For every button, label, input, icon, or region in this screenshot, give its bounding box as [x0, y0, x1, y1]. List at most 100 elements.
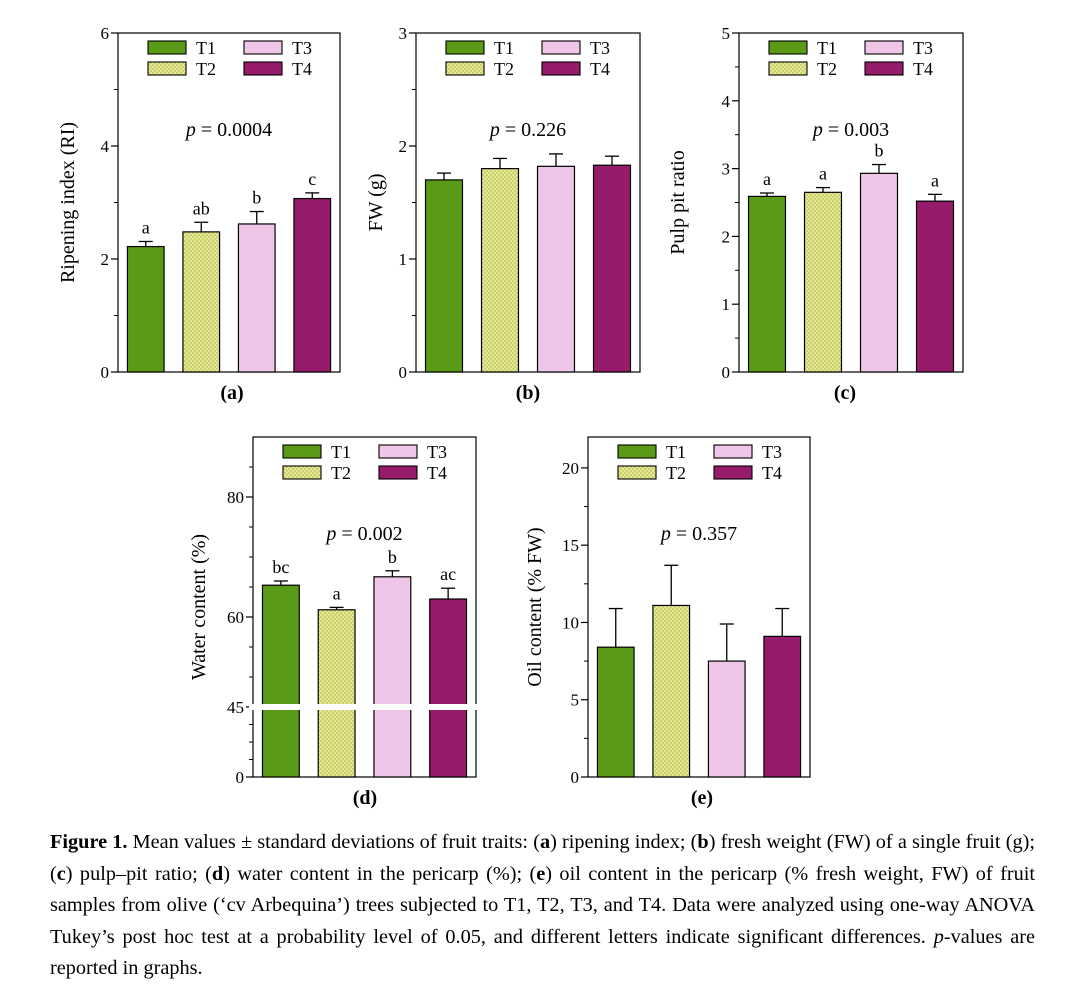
y-tick-label: 45 [227, 698, 244, 717]
bar-t1 [596, 646, 635, 778]
bar-t2 [317, 609, 356, 778]
chart-panel-a: 0 2 4 6 Ripening index (RI) a ab b c p = 0.0004 T1… [57, 24, 341, 404]
bar-t2 [803, 191, 843, 373]
figure-caption: Figure 1. Mean values ± standard deviati… [50, 827, 1035, 985]
bar-t2 [182, 231, 221, 373]
legend-swatch-t3 [541, 40, 581, 55]
legend-swatch-t1 [617, 444, 657, 459]
bar-t4 [763, 635, 802, 778]
p-value: p = 0.357 [659, 523, 737, 545]
caption-text: ) fresh weight (FW) of a single fruit (g… [50, 831, 1036, 885]
y-tick-label: 6 [101, 24, 110, 43]
legend-swatch-t4 [864, 61, 904, 76]
y-axis-label: Oil content (% FW) [524, 527, 546, 686]
y-axis-label: Ripening index (RI) [57, 122, 79, 283]
caption-panel-c: c [56, 862, 66, 885]
legend-label: T3 [292, 38, 312, 58]
legend-label: T3 [762, 442, 782, 462]
legend-swatch-t4 [541, 61, 581, 76]
bar-t4 [429, 598, 468, 778]
panel-label: (a) [220, 382, 243, 404]
p-symbol: p [184, 119, 201, 141]
bar-t4 [915, 200, 955, 373]
chart-panel-d: 0 45 60 80 Water content (%) bc a b ac p = 0.002 T… [188, 436, 480, 809]
bar-t2 [652, 604, 691, 778]
significance-letter: a [819, 164, 827, 184]
significance-letter: a [931, 170, 939, 190]
legend-label: T4 [292, 59, 312, 79]
bar-t1 [424, 179, 464, 373]
y-tick-label: 5 [571, 691, 580, 710]
significance-letter: a [333, 583, 341, 603]
y-tick-label: 0 [101, 363, 110, 382]
legend-label: T2 [196, 59, 216, 79]
y-tick-label: 2 [722, 227, 731, 246]
p-value: p = 0.226 [488, 119, 566, 141]
bar-t3 [373, 576, 412, 778]
legend-label: T2 [817, 59, 837, 79]
y-tick-label: 20 [562, 459, 579, 478]
caption-label: Figure 1. [50, 831, 128, 853]
legend-label: T3 [913, 38, 933, 58]
chart-panel-c: 0 1 2 3 4 5 Pulp pit ratio a a b a p = 0.003 T1 T3 T2 T… [667, 24, 964, 404]
caption-text: Mean values ± standard deviations of fru… [127, 831, 540, 853]
significance-letter: a [142, 217, 150, 237]
significance-letter: bc [272, 557, 289, 577]
legend-label: T3 [427, 442, 447, 462]
caption-text: ) oil content in the pericarp (% fresh w… [50, 862, 1035, 948]
y-tick-label: 4 [722, 92, 731, 111]
legend-swatch-t3 [243, 40, 283, 55]
legend-swatch-t3 [378, 444, 418, 459]
legend-label: T1 [196, 38, 216, 58]
axis-break [249, 704, 480, 710]
legend-label: T4 [590, 59, 610, 79]
bar-t3 [707, 660, 746, 778]
legend-label: T2 [666, 463, 686, 483]
y-tick-label: 4 [101, 137, 110, 156]
y-tick-label: 3 [399, 24, 408, 43]
y-axis-label: FW (g) [365, 174, 387, 232]
plot-frame [587, 436, 811, 778]
y-tick-label: 2 [399, 137, 408, 156]
p-value-number: = 0.003 [828, 119, 889, 141]
bar-t3 [237, 223, 276, 373]
p-value: p = 0.0004 [184, 119, 272, 141]
caption-text: -values are reported in graphs. [50, 925, 1035, 980]
y-tick-label: 10 [562, 613, 579, 632]
y-tick-label: 15 [562, 536, 579, 555]
bar-t3 [859, 172, 899, 373]
y-tick-label: 0 [571, 768, 580, 787]
y-axis-label: Pulp pit ratio [667, 150, 689, 254]
bar-t1 [261, 584, 300, 778]
legend-swatch-t2 [617, 465, 657, 480]
p-value-number: = 0.0004 [201, 119, 272, 141]
y-tick-label: 2 [101, 250, 110, 269]
caption-text: ) water content in the pericarp (%); ( [223, 862, 537, 885]
y-tick-label: 0 [722, 363, 731, 382]
caption-text: ) pulp–pit ratio; ( [65, 862, 212, 885]
chart-panel-e: 0 5 10 15 20 Oil content (% FW) p = 0.357 T1 T3 T… [524, 436, 811, 809]
panel-label: (c) [834, 382, 856, 404]
y-tick-label: 0 [236, 768, 245, 787]
legend-swatch-t1 [768, 40, 808, 55]
legend-swatch-t4 [713, 465, 753, 480]
p-value-number: = 0.357 [676, 523, 737, 545]
legend-swatch-t2 [768, 61, 808, 76]
y-tick-label: 1 [399, 250, 408, 269]
legend-label: T1 [666, 442, 686, 462]
significance-letter: b [252, 188, 261, 208]
p-value: p = 0.003 [811, 119, 889, 141]
bar-t4 [592, 164, 632, 373]
significance-letter: b [875, 141, 884, 161]
legend-swatch-t2 [282, 465, 322, 480]
legend-label: T2 [494, 59, 514, 79]
caption-p-italic: p [933, 925, 944, 948]
legend-label: T1 [817, 38, 837, 58]
legend-label: T3 [590, 38, 610, 58]
legend-swatch-t3 [713, 444, 753, 459]
bar-t1 [126, 245, 165, 373]
p-value-number: = 0.002 [341, 523, 402, 545]
caption-panel-e: e [536, 862, 546, 885]
significance-letter: c [308, 169, 316, 189]
